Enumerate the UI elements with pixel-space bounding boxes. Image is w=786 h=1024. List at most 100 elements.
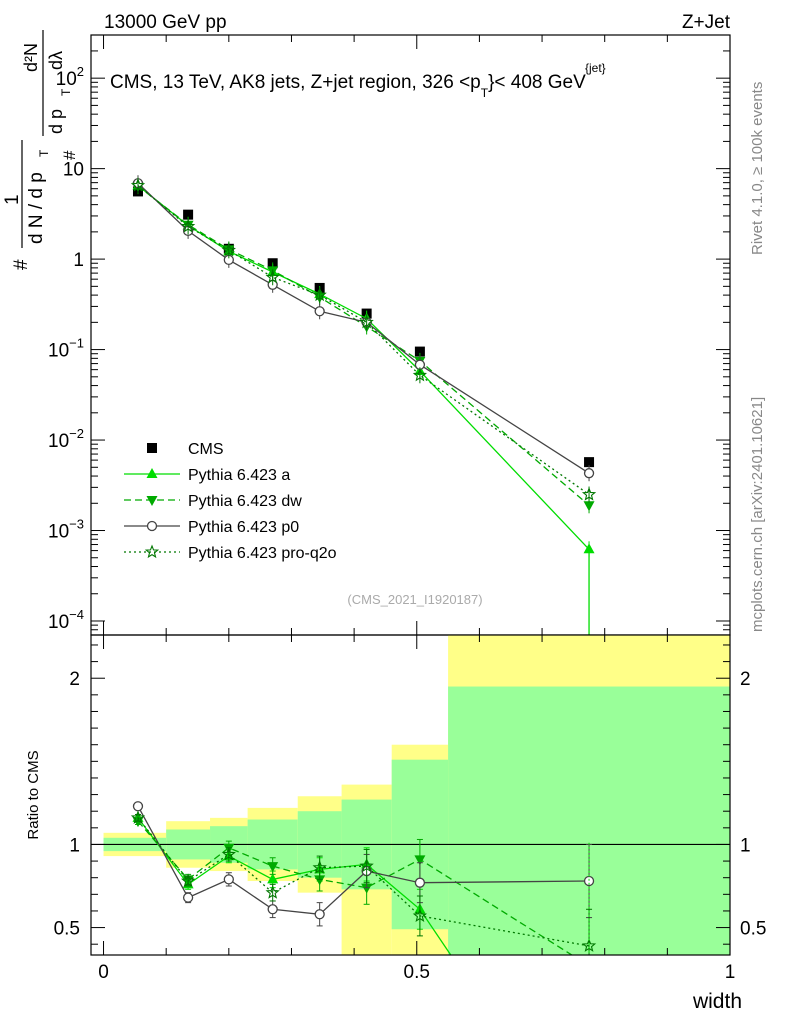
analysis-watermark: (CMS_2021_I1920187) xyxy=(347,592,482,607)
ratio-point-pythia_proq2o xyxy=(180,873,196,888)
ratio-tick-labels: 0.5 0.5 1 1 2 2 0 0.5 1 xyxy=(54,669,767,983)
ratio-bands xyxy=(91,635,730,955)
ratio-point-pythia_p0 xyxy=(267,904,278,915)
point-cms xyxy=(584,457,595,468)
plot-title: CMS, 13 TeV, AK8 jets, Z+jet region, 326… xyxy=(110,72,586,100)
ratio-y-tick-label: 2 xyxy=(69,669,80,690)
y-label-hash-2: # xyxy=(60,150,79,160)
series-pythia_proq2o xyxy=(130,177,597,503)
ratio-y-tick-label-right: 1 xyxy=(740,835,751,856)
ratio-series-layer xyxy=(130,801,597,955)
series-line-pythia_proq2o xyxy=(137,185,590,496)
legend-label-pythia_proq2o: Pythia 6.423 pro-q2o xyxy=(188,545,337,562)
series-line-pythia_p0 xyxy=(137,182,590,474)
legend-marker-pythia_a xyxy=(146,468,158,478)
ratio-point-pythia_p0 xyxy=(132,801,144,812)
legend-item-cms: CMS xyxy=(147,441,224,458)
y-label-d2n: d²N xyxy=(21,43,41,72)
ratio-point-pythia_p0 xyxy=(314,909,325,920)
point-pythia_proq2o xyxy=(312,287,327,302)
point-pythia_proq2o xyxy=(359,314,374,329)
main-y-tick-label: 10 xyxy=(63,160,84,181)
x-tick-label: 0 xyxy=(98,962,109,983)
series-pythia_dw xyxy=(132,178,595,514)
series-line-pythia_a xyxy=(137,185,590,550)
ratio-point-pythia_proq2o xyxy=(221,846,236,861)
ratio-point-pythia_p0 xyxy=(223,874,234,885)
point-cms xyxy=(414,346,425,357)
ratio-point-pythia_proq2o xyxy=(265,885,280,899)
point-cms xyxy=(183,209,194,220)
ratio-y-tick-label-right: 0.5 xyxy=(740,919,766,940)
y-label-sub-t: T xyxy=(59,88,73,96)
legend-marker-pythia_p0 xyxy=(146,520,158,532)
ratio-point-pythia_proq2o xyxy=(412,908,428,923)
main-frame xyxy=(90,34,731,636)
ratio-point-pythia_dw xyxy=(361,883,373,894)
point-pythia_proq2o xyxy=(221,242,236,257)
point-pythia_a xyxy=(583,543,595,554)
mcplots-label: mcplots.cern.ch [arXiv:2401.10621] xyxy=(749,397,766,632)
y-label-one: 1 xyxy=(2,194,23,205)
legend: CMS Pythia 6.423 a Pythia 6.423 dw Pythia 6… xyxy=(124,441,337,562)
energy-label: 13000 GeV pp xyxy=(104,12,227,33)
y-label-t: T xyxy=(37,149,51,157)
main-y-axis-label: # 1 d N / d p T # d²N d p T dλ xyxy=(2,30,79,270)
main-y-tick-label: 1 xyxy=(73,250,84,271)
ratio-y-label: Ratio to CMS xyxy=(25,750,42,839)
ratio-point-pythia_a xyxy=(267,873,279,884)
legend-marker-pythia_dw xyxy=(146,496,158,506)
legend-label-pythia_a: Pythia 6.423 a xyxy=(188,467,290,484)
x-tick-label: 0.5 xyxy=(404,962,430,983)
point-pythia_dw xyxy=(583,501,595,512)
point-pythia_p0 xyxy=(583,468,595,479)
point-pythia_p0 xyxy=(314,306,325,317)
ratio-point-pythia_dw xyxy=(314,875,326,886)
ratio-y-tick-label: 0.5 xyxy=(54,919,80,940)
plot-title-sup: {jet} xyxy=(585,61,606,75)
legend-marker-pythia_proq2o xyxy=(144,544,160,559)
ratio-point-pythia_proq2o xyxy=(130,810,146,824)
ratio-point-pythia_proq2o xyxy=(312,860,327,874)
legend-item-pythia_a: Pythia 6.423 a xyxy=(124,467,290,484)
main-y-tick-label: 102 xyxy=(56,64,84,90)
plot-title-rest: }< 408 GeV xyxy=(488,72,586,93)
main-panel: 10−4 10−3 10−2 10−1 1 10 102 CMS, 13 TeV, AK8 … xyxy=(2,30,731,636)
ratio-point-pythia_proq2o xyxy=(359,858,374,873)
ratio-y-tick-label-right: 2 xyxy=(740,669,751,690)
ratio-series-pythia_proq2o xyxy=(130,810,597,955)
ratio-line-pythia_a xyxy=(137,817,452,955)
ratio-y-tick-label: 1 xyxy=(69,835,80,856)
y-label-dp: d p xyxy=(46,109,66,134)
point-pythia_proq2o xyxy=(130,178,146,192)
legend-marker-cms xyxy=(147,443,157,453)
ratio-point-pythia_p0 xyxy=(182,892,194,903)
y-label-hash: # xyxy=(11,259,32,270)
y-label-dn-dpt: d N / d p xyxy=(26,172,47,244)
point-pythia_proq2o xyxy=(265,269,280,284)
main-y-tick-labels: 10−4 10−3 10−2 10−1 1 10 102 xyxy=(48,64,84,633)
legend-item-pythia_dw: Pythia 6.423 dw xyxy=(124,493,302,510)
ratio-point-pythia_dw xyxy=(267,862,279,873)
main-series-layer xyxy=(130,175,597,635)
ratio-point-pythia_p0 xyxy=(414,877,426,888)
series-pythia_p0 xyxy=(132,175,595,482)
x-tick-label: 1 xyxy=(725,962,736,983)
main-y-tick-label: 10−1 xyxy=(48,336,84,362)
y-label-dlambda: dλ xyxy=(46,51,66,70)
main-y-tick-label: 10−4 xyxy=(48,607,84,633)
process-label: Z+Jet xyxy=(682,12,731,33)
ratio-panel: 0.5 0.5 1 1 2 2 0 0.5 1 Ratio to CMS width xyxy=(25,634,767,1013)
legend-item-pythia_p0: Pythia 6.423 p0 xyxy=(124,519,299,536)
ratio-line-pythia_dw xyxy=(137,820,574,955)
legend-item-pythia_proq2o: Pythia 6.423 pro-q2o xyxy=(124,544,337,562)
x-axis-label: width xyxy=(692,990,742,1013)
plot-title-sub: T xyxy=(481,86,489,100)
main-y-tick-label: 10−3 xyxy=(48,517,84,543)
point-pythia_proq2o xyxy=(180,218,196,233)
legend-label-pythia_dw: Pythia 6.423 dw xyxy=(188,493,302,510)
plot-title-main: CMS, 13 TeV, AK8 jets, Z+jet region, 326… xyxy=(110,72,481,93)
ratio-ticks xyxy=(91,635,731,955)
rivet-version-label: Rivet 4.1.0, ≥ 100k events xyxy=(749,82,766,255)
